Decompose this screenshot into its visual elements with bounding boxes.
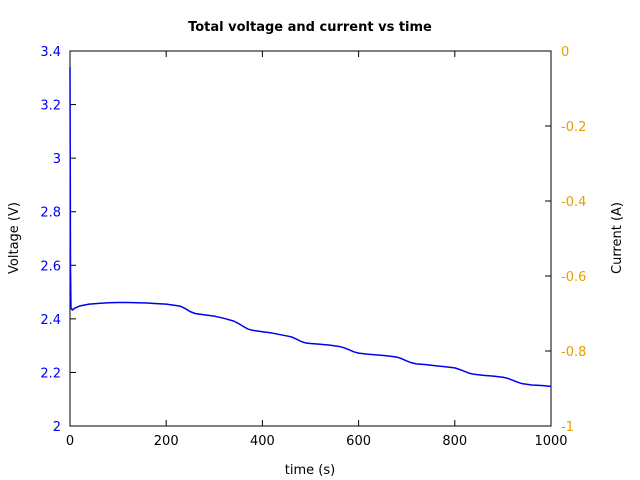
current-tick-label: 0: [561, 45, 569, 60]
x-tick-label: 400: [250, 434, 275, 449]
plot-frame: [69, 50, 552, 427]
voltage-axis-label: Voltage (V): [7, 202, 22, 274]
x-axis-ticks: 0 200 400 600 800 1000: [66, 51, 568, 449]
voltage-tick-label: 3.2: [40, 99, 61, 114]
current-axis-label: Current (A): [610, 202, 625, 274]
current-axis-ticks: 0 -0.2 -0.4 -0.6 -0.8 -1: [545, 45, 586, 435]
plot-area: [69, 50, 552, 427]
voltage-tick-label: 2.4: [40, 313, 61, 328]
current-tick-label: -0.8: [561, 345, 586, 360]
voltage-tick-label: 2.6: [40, 259, 61, 274]
voltage-tick-label: 3: [53, 152, 61, 167]
chart-title: Total voltage and current vs time: [188, 20, 432, 35]
x-tick-label: 200: [154, 434, 179, 449]
x-tick-label: 800: [442, 434, 467, 449]
voltage-series-line-0: [69, 67, 552, 388]
x-axis-label: time (s): [285, 463, 335, 478]
voltage-tick-label: 2.2: [40, 366, 61, 381]
voltage-tick-label: 3.4: [40, 45, 61, 60]
current-tick-label: -0.2: [561, 120, 586, 135]
current-tick-label: -0.4: [561, 195, 586, 210]
x-tick-label: 0: [66, 434, 74, 449]
x-tick-label: 1000: [534, 434, 567, 449]
voltage-tick-label: 2.8: [40, 206, 61, 221]
current-tick-label: -1: [561, 420, 574, 435]
current-tick-label: -0.6: [561, 270, 586, 285]
voltage-tick-label: 2: [53, 420, 61, 435]
voltage-axis-ticks: 2 2.2 2.4 2.6 2.8 3 3.2 3.4: [40, 45, 76, 435]
x-tick-label: 600: [346, 434, 371, 449]
